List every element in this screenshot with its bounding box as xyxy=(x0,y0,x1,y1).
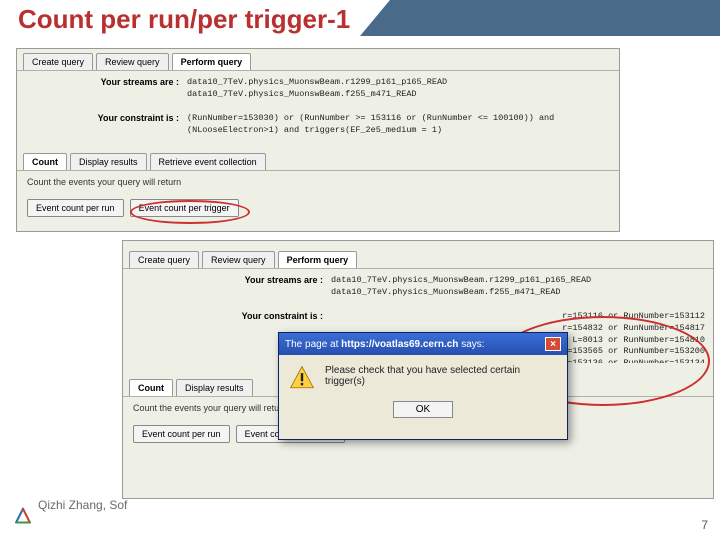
tab-create-query-2[interactable]: Create query xyxy=(129,251,199,268)
streams-row-2: Your streams are : data10_7TeV.physics_M… xyxy=(123,269,713,305)
tab-display-results-2[interactable]: Display results xyxy=(176,379,253,396)
tab-retrieve-collection[interactable]: Retrieve event collection xyxy=(150,153,266,170)
banner-stripe xyxy=(390,0,720,36)
main-tabs-2: Create query Review query Perform query xyxy=(123,247,713,269)
event-count-per-run-button[interactable]: Event count per run xyxy=(27,199,124,217)
dialog-buttons: OK xyxy=(279,401,567,426)
dialog-titlebar: The page at https://voatlas69.cern.ch sa… xyxy=(279,333,567,355)
count-note: Count the events your query will return xyxy=(17,171,619,193)
ok-button[interactable]: OK xyxy=(393,401,453,418)
tab-perform-query[interactable]: Perform query xyxy=(172,53,252,70)
warning-icon xyxy=(289,365,315,391)
tab-review-query[interactable]: Review query xyxy=(96,53,169,70)
tab-perform-query-2[interactable]: Perform query xyxy=(278,251,358,268)
alert-dialog: The page at https://voatlas69.cern.ch sa… xyxy=(278,332,568,440)
dialog-message: Please check that you have selected cert… xyxy=(325,365,557,387)
tab-display-results[interactable]: Display results xyxy=(70,153,147,170)
tab-review-query-2[interactable]: Review query xyxy=(202,251,275,268)
constraint-row: Your constraint is : (RunNumber=153030) … xyxy=(17,107,619,143)
footer-author: Qizhi Zhang, Sof xyxy=(38,498,127,512)
main-tabs: Create query Review query Perform query xyxy=(17,49,619,71)
streams-row: Your streams are : data10_7TeV.physics_M… xyxy=(17,71,619,107)
constraint-label: Your constraint is : xyxy=(25,113,187,123)
slide-title: Count per run/per trigger-1 xyxy=(18,4,350,35)
event-count-per-run-button-2[interactable]: Event count per run xyxy=(133,425,230,443)
dialog-body: Please check that you have selected cert… xyxy=(279,355,567,401)
streams-value: data10_7TeV.physics_MuonswBeam.r1299_p16… xyxy=(187,77,611,101)
query-panel-1: Create query Review query Perform query … xyxy=(16,48,620,232)
tab-count[interactable]: Count xyxy=(23,153,67,170)
event-count-per-trigger-button[interactable]: Event count per trigger xyxy=(130,199,239,217)
tab-create-query[interactable]: Create query xyxy=(23,53,93,70)
sub-tabs: Count Display results Retrieve event col… xyxy=(17,149,619,171)
constraint-value: (RunNumber=153030) or (RunNumber >= 1531… xyxy=(187,113,611,137)
dialog-title-prefix: The page at xyxy=(285,339,341,350)
page-number: 7 xyxy=(701,518,708,532)
logo-icon xyxy=(12,506,34,528)
dialog-title-suffix: says: xyxy=(458,339,484,350)
dialog-title-text: The page at https://voatlas69.cern.ch sa… xyxy=(285,339,545,350)
streams-label-2: Your streams are : xyxy=(131,275,331,285)
streams-label: Your streams are : xyxy=(25,77,187,87)
constraint-label-2: Your constraint is : xyxy=(131,311,331,321)
streams-value-2: data10_7TeV.physics_MuonswBeam.r1299_p16… xyxy=(331,275,705,299)
tab-count-2[interactable]: Count xyxy=(129,379,173,396)
dialog-title-url: https://voatlas69.cern.ch xyxy=(341,339,458,350)
count-buttons: Event count per run Event count per trig… xyxy=(17,193,619,223)
close-icon[interactable]: × xyxy=(545,337,561,351)
